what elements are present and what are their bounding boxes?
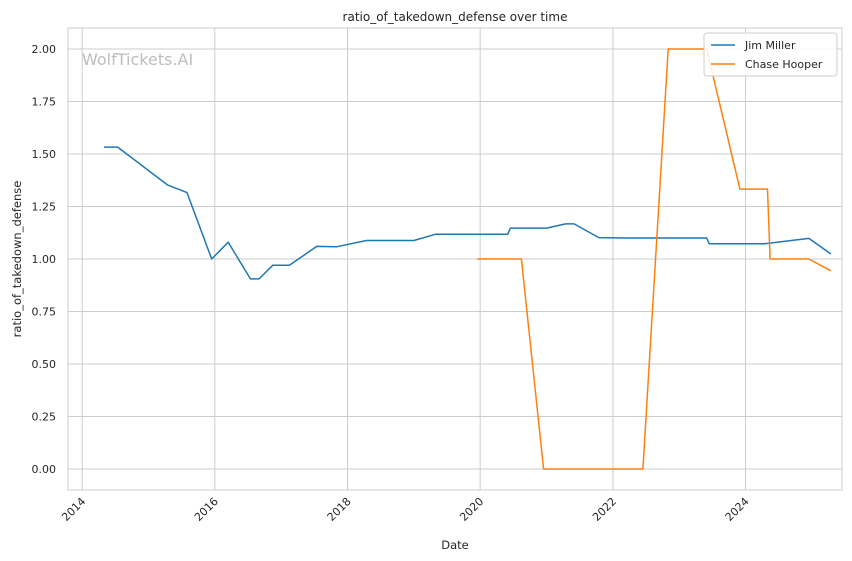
x-tick-label: 2016 (192, 495, 221, 524)
y-tick-label: 1.75 (32, 96, 57, 109)
x-tick-label: 2024 (723, 495, 752, 524)
x-tick-label: 2018 (325, 495, 354, 524)
legend-label-1: Chase Hooper (745, 58, 823, 71)
plot-frame (67, 27, 843, 491)
legend: Jim Miller Chase Hooper (703, 32, 838, 77)
x-tick-label: 2020 (457, 495, 486, 524)
y-tick-label: 1.25 (32, 201, 57, 214)
watermark: WolfTickets.AI (82, 50, 193, 69)
y-axis-label: ratio_of_takedown_defense (10, 181, 24, 338)
x-tick-label: 2014 (59, 495, 88, 524)
legend-label-0: Jim Miller (744, 39, 796, 52)
y-tick-label: 2.00 (32, 43, 57, 56)
y-axis-ticks: 0.00 0.25 0.50 0.75 1.00 1.25 1.50 1.75 2.00 (32, 43, 57, 476)
y-tick-label: 0.50 (32, 358, 57, 371)
y-tick-label: 0.25 (32, 411, 57, 424)
y-tick-label: 1.00 (32, 253, 57, 266)
series-line-0 (104, 146, 832, 280)
grid (68, 28, 842, 490)
legend-box (703, 32, 838, 77)
chart-title: ratio_of_takedown_defense over time (343, 10, 568, 24)
x-tick-label: 2022 (590, 495, 619, 524)
x-axis-ticks: 2014 2016 2018 2020 2022 2024 (59, 495, 751, 524)
y-tick-label: 1.50 (32, 148, 57, 161)
y-tick-label: 0.75 (32, 306, 57, 319)
y-tick-label: 0.00 (32, 463, 57, 476)
x-axis-label: Date (441, 538, 469, 552)
